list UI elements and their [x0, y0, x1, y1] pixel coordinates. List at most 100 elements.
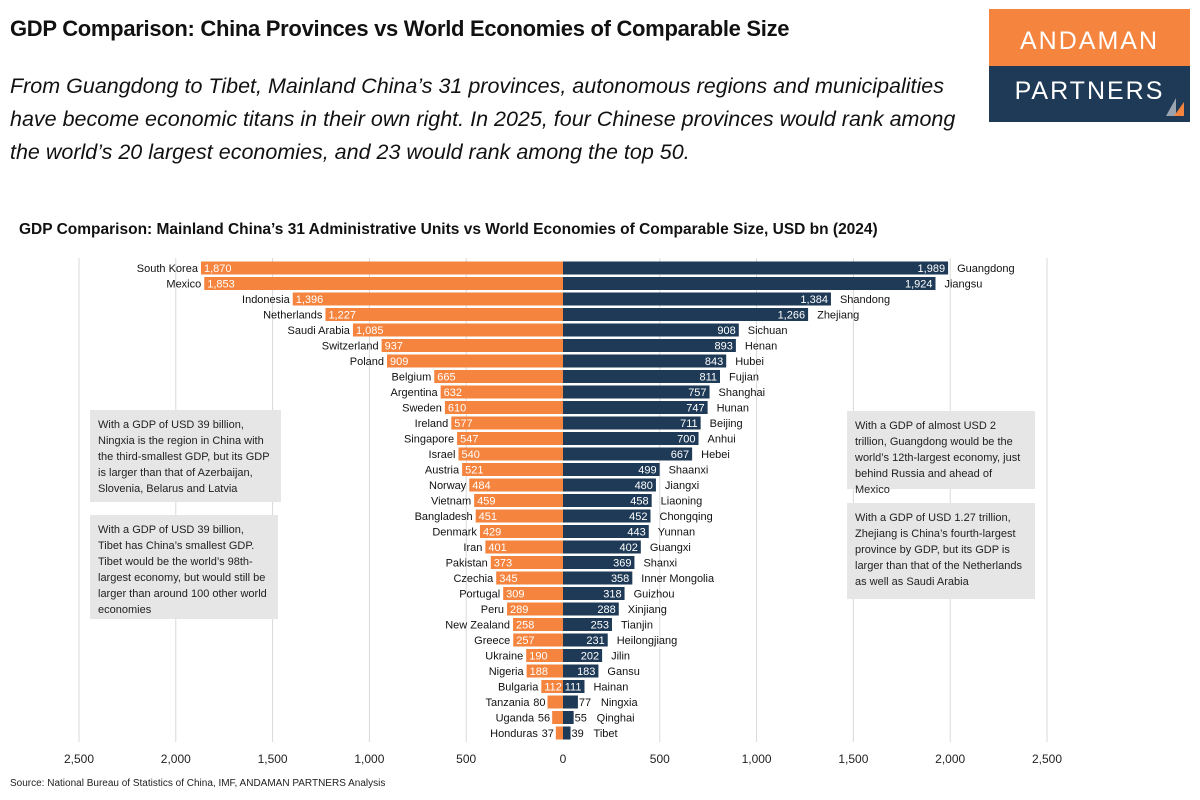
world-country-label: South Korea	[137, 263, 199, 275]
world-country-label: Vietnam	[431, 496, 471, 508]
china-province-label: Hainan	[593, 682, 628, 694]
china-value-label: 318	[603, 589, 621, 601]
world-country-label: Israel	[429, 449, 456, 461]
source-note: Source: National Bureau of Statistics of…	[10, 778, 386, 789]
world-bar	[457, 432, 563, 445]
china-value-label: 202	[581, 651, 599, 663]
world-country-label: Netherlands	[263, 310, 323, 322]
world-country-label: Czechia	[453, 573, 494, 585]
world-bar	[485, 540, 563, 554]
china-province-label: Qinghai	[597, 713, 635, 725]
world-country-label: Nigeria	[489, 666, 525, 678]
china-value-label: 183	[577, 666, 595, 678]
world-country-label: Iran	[463, 542, 482, 554]
china-province-label: Anhui	[708, 434, 736, 446]
china-province-label: Tibet	[594, 728, 618, 740]
andaman-partners-logo: ANDAMAN PARTNERS	[989, 9, 1190, 122]
china-province-label: Guangdong	[957, 263, 1015, 275]
china-province-label: Jilin	[611, 651, 630, 663]
china-value-label: 288	[597, 604, 615, 616]
china-province-label: Tianjin	[621, 620, 653, 632]
world-country-label: Argentina	[391, 387, 439, 399]
china-value-label: 711	[680, 418, 698, 430]
x-tick-label: 2,000	[161, 752, 191, 766]
world-bar	[440, 385, 563, 399]
china-value-label: 369	[613, 558, 631, 570]
world-bar	[469, 478, 563, 492]
china-province-label: Hubei	[735, 356, 764, 368]
world-bar	[200, 261, 563, 275]
china-value-label: 700	[677, 434, 695, 446]
world-bar	[496, 571, 563, 585]
world-country-label: Sweden	[402, 403, 442, 415]
world-value-label: 1,396	[296, 294, 324, 306]
world-value-label: 257	[516, 635, 534, 647]
china-province-label: Fujian	[729, 372, 759, 384]
china-province-label: Gansu	[607, 666, 639, 678]
world-value-label: 451	[479, 511, 497, 523]
world-bar	[387, 354, 563, 368]
china-value-label: 1,924	[905, 279, 933, 291]
china-bar	[563, 447, 693, 461]
world-country-label: Mexico	[166, 279, 201, 291]
china-value-label: 893	[715, 341, 733, 353]
world-country-label: Norway	[429, 480, 467, 492]
china-province-label: Hebei	[701, 449, 730, 461]
world-value-label: 56	[538, 713, 550, 725]
world-country-label: Greece	[474, 635, 510, 647]
world-value-label: 521	[465, 465, 483, 477]
china-value-label: 811	[699, 372, 717, 384]
china-value-label: 908	[717, 325, 735, 337]
world-value-label: 540	[461, 449, 479, 461]
world-bar	[434, 370, 563, 383]
china-province-label: Zhejiang	[817, 310, 859, 322]
china-bar	[563, 540, 641, 554]
world-value-label: 665	[437, 372, 455, 384]
china-bar	[563, 277, 936, 290]
china-bar	[563, 711, 574, 724]
china-value-label: 452	[629, 511, 647, 523]
world-country-label: Denmark	[432, 527, 477, 539]
world-country-label: Belgium	[392, 372, 432, 384]
china-bar	[563, 726, 571, 740]
world-value-label: 610	[448, 403, 466, 415]
china-value-label: 443	[627, 527, 645, 539]
china-province-label: Jiangsu	[944, 279, 982, 291]
world-value-label: 909	[390, 356, 408, 368]
world-value-label: 429	[483, 527, 501, 539]
china-bar	[563, 463, 660, 476]
china-bar	[563, 509, 651, 523]
china-value-label: 55	[575, 713, 587, 725]
world-value-label: 1,853	[207, 279, 235, 291]
world-country-label: New Zealand	[445, 620, 510, 632]
world-country-label: Ukraine	[485, 651, 523, 663]
china-province-label: Shaanxi	[669, 465, 709, 477]
china-bar	[563, 370, 721, 383]
world-bar	[352, 323, 563, 337]
x-tick-label: 500	[650, 752, 670, 766]
world-country-label: Ireland	[415, 418, 449, 430]
x-tick-label: 0	[560, 752, 567, 766]
world-bar	[552, 711, 563, 724]
world-value-label: 345	[499, 573, 517, 585]
world-value-label: 289	[510, 604, 528, 616]
china-bar	[563, 432, 699, 445]
world-value-label: 937	[385, 341, 403, 353]
china-province-label: Liaoning	[661, 496, 703, 508]
china-value-label: 747	[686, 403, 704, 415]
sail-icon	[1166, 98, 1184, 116]
china-bar	[563, 571, 633, 585]
world-value-label: 258	[516, 620, 534, 632]
world-bar	[325, 308, 563, 321]
china-value-label: 458	[630, 496, 648, 508]
china-value-label: 1,384	[800, 294, 828, 306]
world-bar	[458, 447, 563, 461]
world-country-label: Pakistan	[446, 558, 488, 570]
page-title: GDP Comparison: China Provinces vs World…	[10, 16, 790, 41]
page-subtitle: From Guangdong to Tibet, Mainland China’…	[10, 74, 956, 164]
world-bar	[541, 680, 563, 693]
x-tick-label: 1,000	[742, 752, 772, 766]
china-value-label: 1,989	[918, 263, 946, 275]
china-province-label: Beijing	[710, 418, 743, 430]
logo-line1: ANDAMAN	[989, 9, 1190, 66]
